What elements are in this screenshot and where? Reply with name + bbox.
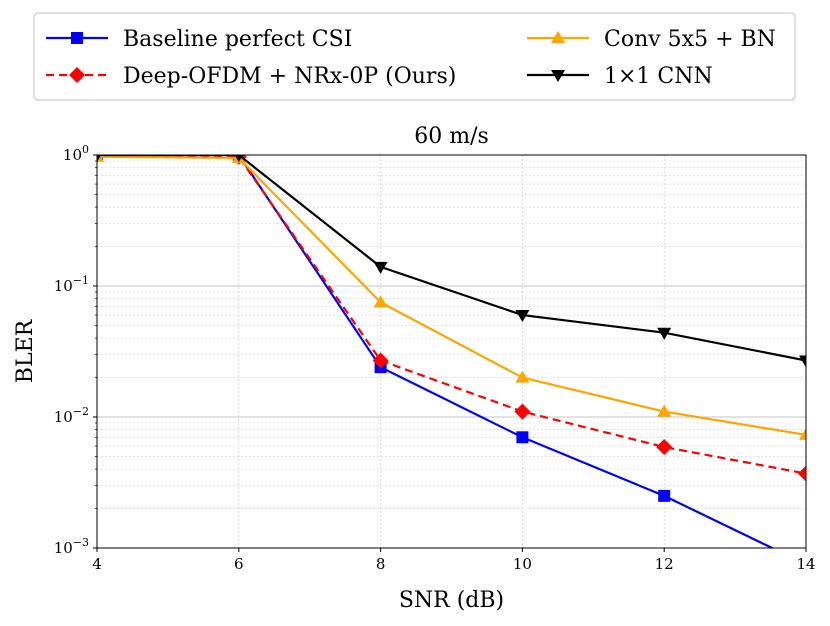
legend-marker [551, 70, 565, 82]
x-tick-label: 10 [513, 555, 532, 573]
chart-title: 60 m/s [414, 124, 489, 149]
x-tick-label: 6 [234, 555, 244, 573]
data-point [657, 327, 672, 340]
series-1-1-cnn [97, 155, 806, 368]
legend-entry-deep-ofdm-nrx-0p-ours: Deep-OFDM + NRx-0P (Ours) [46, 64, 456, 89]
y-axis-title: BLER [13, 318, 38, 383]
series-conv-5x5-bn [97, 155, 806, 440]
data-point [798, 465, 806, 482]
data-point [799, 427, 806, 440]
data-point [658, 489, 671, 502]
y-tick-label: 100 [63, 143, 89, 164]
y-tick-label: 10−1 [54, 274, 89, 295]
y-tick-label: 10−2 [54, 405, 89, 426]
legend-label: Deep-OFDM + NRx-0P (Ours) [123, 64, 456, 89]
legend-label: Conv 5x5 + BN [604, 27, 776, 52]
data-point [97, 155, 102, 162]
series-baseline-perfect-csi [97, 155, 775, 548]
grid [96, 154, 807, 549]
y-tick-label: 10−3 [54, 536, 89, 557]
series-line [97, 155, 806, 436]
x-tick-label: 14 [796, 555, 815, 573]
series-line [97, 155, 806, 475]
legend-entry-1-1-cnn: 1×1 CNN [527, 64, 713, 89]
data-point [514, 403, 531, 420]
x-tick-label: 8 [376, 555, 386, 573]
data-point [516, 431, 529, 444]
x-axis-title: SNR (dB) [399, 588, 504, 613]
x-tick-label: 12 [655, 555, 674, 573]
legend-entry-baseline-perfect-csi: Baseline perfect CSI [46, 27, 352, 52]
data-point [373, 261, 388, 274]
legend-marker [71, 32, 83, 44]
data-point [373, 295, 388, 308]
legend-label: 1×1 CNN [604, 64, 713, 89]
legend-marker [551, 31, 565, 43]
legend-entry-conv-5x5-bn: Conv 5x5 + BN [527, 27, 776, 52]
data-point [515, 310, 530, 323]
legend: Baseline perfect CSI Conv 5x5 + BN Deep-OF… [33, 12, 796, 101]
data-point [656, 439, 673, 456]
data-point [372, 352, 389, 369]
data-point [515, 370, 530, 383]
legend-label: Baseline perfect CSI [123, 27, 352, 52]
data-point [234, 155, 243, 162]
series-deep-ofdm-nrx-0p-ours [97, 155, 806, 482]
legend-frame [33, 12, 796, 101]
legend-marker [69, 67, 85, 83]
series-line [97, 155, 775, 548]
plot-frame [96, 154, 807, 549]
data-point [799, 355, 806, 368]
data-point [657, 404, 672, 417]
series-line [97, 155, 806, 362]
x-tick-label: 4 [92, 555, 102, 573]
